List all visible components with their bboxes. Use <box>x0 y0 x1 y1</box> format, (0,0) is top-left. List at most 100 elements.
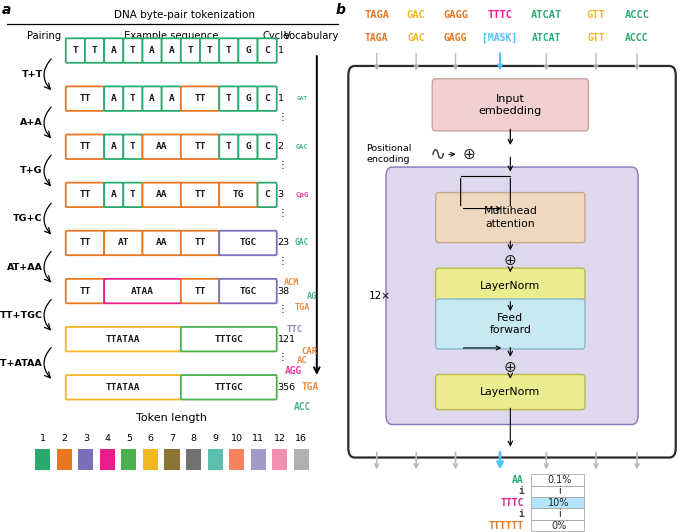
Text: TT: TT <box>195 287 206 296</box>
Text: ∿: ∿ <box>430 145 447 164</box>
Text: 11: 11 <box>252 435 264 443</box>
Text: 4: 4 <box>104 435 110 443</box>
Text: i: i <box>558 509 560 519</box>
Text: A: A <box>169 46 174 55</box>
Text: LayerNorm: LayerNorm <box>480 281 540 290</box>
Text: GAGG: GAGG <box>443 10 468 20</box>
FancyBboxPatch shape <box>162 38 181 63</box>
Text: LayerNorm: LayerNorm <box>480 387 540 397</box>
FancyBboxPatch shape <box>181 38 200 63</box>
FancyBboxPatch shape <box>104 279 181 303</box>
Text: Cycle: Cycle <box>262 31 289 41</box>
Bar <box>57 449 72 470</box>
Text: 6: 6 <box>147 435 153 443</box>
Text: TT+TGC: TT+TGC <box>0 311 42 320</box>
Text: A+A: A+A <box>20 118 42 127</box>
FancyBboxPatch shape <box>436 375 585 410</box>
Bar <box>143 449 158 470</box>
Text: T: T <box>207 46 212 55</box>
Text: TG: TG <box>233 190 244 200</box>
FancyBboxPatch shape <box>200 38 219 63</box>
Text: GAC: GAC <box>295 238 309 247</box>
Text: 16: 16 <box>295 435 307 443</box>
Text: TTATAA: TTATAA <box>106 335 140 344</box>
FancyBboxPatch shape <box>123 135 142 159</box>
Text: T+T: T+T <box>21 70 42 79</box>
Text: A: A <box>111 142 116 151</box>
Text: TTATAA: TTATAA <box>106 383 140 392</box>
Text: TGA: TGA <box>295 303 310 312</box>
Text: G: G <box>245 46 251 55</box>
Text: AG: AG <box>308 292 317 301</box>
Text: AGG: AGG <box>285 367 302 376</box>
Text: 1: 1 <box>277 94 284 103</box>
FancyBboxPatch shape <box>436 193 585 243</box>
Text: 2: 2 <box>277 142 284 151</box>
Text: 3: 3 <box>277 190 284 200</box>
Text: A: A <box>149 94 155 103</box>
Text: C: C <box>264 190 270 200</box>
Text: T: T <box>226 94 232 103</box>
Text: 0.1%: 0.1% <box>547 475 571 485</box>
Text: A: A <box>111 46 116 55</box>
Text: Multihead
attention: Multihead attention <box>484 206 537 229</box>
Bar <box>121 449 136 470</box>
FancyBboxPatch shape <box>66 182 104 207</box>
FancyBboxPatch shape <box>142 38 162 63</box>
Bar <box>531 520 584 531</box>
Text: T: T <box>226 46 232 55</box>
FancyBboxPatch shape <box>219 38 238 63</box>
Text: TTTC: TTTC <box>488 10 512 20</box>
Text: ⋮: ⋮ <box>278 208 288 218</box>
Text: TT: TT <box>195 142 206 151</box>
Text: T: T <box>130 46 136 55</box>
Bar <box>100 449 115 470</box>
FancyBboxPatch shape <box>162 86 181 111</box>
Text: 356: 356 <box>277 383 295 392</box>
FancyBboxPatch shape <box>258 135 277 159</box>
FancyBboxPatch shape <box>104 38 123 63</box>
Bar <box>531 497 584 509</box>
FancyBboxPatch shape <box>123 38 142 63</box>
FancyBboxPatch shape <box>219 86 238 111</box>
Text: TT: TT <box>79 142 90 151</box>
Text: 23: 23 <box>277 238 290 247</box>
Text: TTTGC: TTTGC <box>214 335 243 344</box>
FancyBboxPatch shape <box>181 86 219 111</box>
Text: DNA byte-pair tokenization: DNA byte-pair tokenization <box>114 10 256 20</box>
Text: C: C <box>264 142 270 151</box>
FancyBboxPatch shape <box>181 279 219 303</box>
Text: Feed
forward: Feed forward <box>489 313 532 335</box>
FancyBboxPatch shape <box>181 182 219 207</box>
FancyBboxPatch shape <box>181 231 219 255</box>
Text: T: T <box>226 142 232 151</box>
Text: AA: AA <box>156 238 167 247</box>
FancyBboxPatch shape <box>436 299 585 349</box>
FancyBboxPatch shape <box>238 38 258 63</box>
Bar <box>531 474 584 486</box>
FancyBboxPatch shape <box>142 135 181 159</box>
Text: TT: TT <box>195 190 206 200</box>
FancyBboxPatch shape <box>219 279 277 303</box>
Text: TTTC: TTTC <box>501 498 524 508</box>
Text: 0%: 0% <box>551 521 566 530</box>
Text: ⋮: ⋮ <box>278 353 288 362</box>
Text: GAC: GAC <box>407 10 425 20</box>
FancyBboxPatch shape <box>66 38 85 63</box>
Text: Pairing: Pairing <box>27 31 62 41</box>
Text: TTC: TTC <box>286 325 303 334</box>
FancyBboxPatch shape <box>181 327 277 352</box>
FancyBboxPatch shape <box>238 135 258 159</box>
Text: 12: 12 <box>274 435 286 443</box>
Text: TT: TT <box>79 287 90 296</box>
Text: 1: 1 <box>277 46 284 55</box>
Text: T: T <box>188 46 193 55</box>
Text: A: A <box>169 94 174 103</box>
Text: TG+C: TG+C <box>13 214 42 223</box>
Text: T: T <box>130 190 136 200</box>
Text: T: T <box>130 94 136 103</box>
FancyBboxPatch shape <box>258 182 277 207</box>
FancyBboxPatch shape <box>219 135 238 159</box>
FancyBboxPatch shape <box>123 86 142 111</box>
FancyBboxPatch shape <box>258 86 277 111</box>
